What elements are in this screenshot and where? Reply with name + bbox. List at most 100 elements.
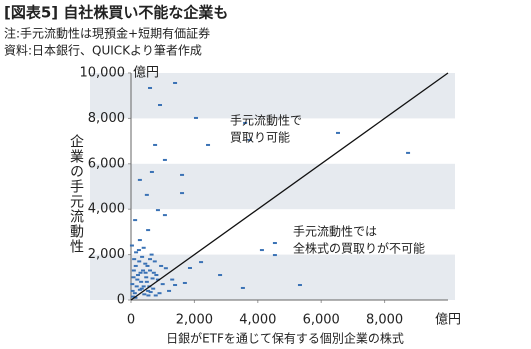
note: 注:手元流動性は現預金+短期有価証券 — [4, 26, 210, 41]
point — [133, 296, 138, 299]
point — [155, 278, 160, 281]
point — [243, 121, 248, 124]
point — [144, 280, 149, 283]
point — [148, 258, 153, 261]
point — [157, 292, 162, 295]
note: 資料:日本銀行、QUICKより筆者作成 — [4, 44, 202, 58]
point — [133, 219, 138, 222]
point — [154, 274, 159, 277]
point — [162, 214, 167, 217]
point — [138, 271, 143, 274]
point — [145, 264, 150, 267]
point — [297, 284, 302, 287]
point — [129, 244, 134, 247]
point — [155, 209, 160, 212]
point — [146, 229, 151, 232]
point — [160, 283, 165, 286]
x-tick-label: 0 — [127, 313, 135, 328]
point — [143, 262, 148, 265]
y-axis-label: 企業の手元流動性 — [68, 133, 84, 254]
point — [139, 287, 144, 290]
point — [149, 170, 154, 173]
point — [148, 291, 153, 294]
point — [135, 278, 140, 281]
point — [140, 255, 145, 258]
point — [132, 292, 137, 295]
y-tick-label: 0 — [117, 293, 125, 308]
point — [173, 81, 178, 84]
chart-title: [図表5] 自社株買い不能な企業も — [4, 4, 228, 22]
point — [148, 269, 153, 272]
point — [193, 116, 198, 119]
point — [180, 192, 185, 195]
point — [150, 277, 155, 280]
y-tick-label: 4,000 — [88, 202, 125, 217]
point — [144, 276, 149, 279]
point — [159, 264, 164, 267]
point — [180, 173, 185, 176]
reference-line — [130, 72, 449, 301]
point — [173, 284, 178, 287]
x-tick-label: 6,000 — [303, 313, 340, 328]
x-unit: 億円 — [435, 312, 461, 328]
point — [137, 239, 142, 242]
x-tick-label: 2,000 — [176, 313, 213, 328]
point — [141, 285, 146, 288]
x-tick-label: 8,000 — [366, 313, 403, 328]
point — [149, 253, 154, 256]
point — [131, 269, 136, 272]
point — [130, 295, 135, 298]
point — [153, 143, 158, 146]
point — [134, 251, 139, 254]
point — [141, 246, 146, 249]
point — [162, 158, 167, 161]
point — [133, 264, 138, 267]
y-tick-label: 2,000 — [88, 247, 125, 262]
point — [163, 267, 168, 270]
point — [146, 294, 151, 297]
point — [130, 283, 135, 286]
point — [137, 288, 142, 291]
point — [142, 293, 147, 296]
point — [151, 287, 156, 290]
point — [130, 289, 135, 292]
point — [144, 193, 149, 196]
point — [146, 289, 151, 292]
point — [218, 274, 223, 277]
point — [272, 242, 277, 245]
point — [141, 269, 146, 272]
annotation: 買取り可能 — [230, 131, 290, 145]
point — [135, 274, 140, 277]
y-tick-label: 10,000 — [80, 66, 126, 81]
point — [143, 271, 148, 274]
point — [259, 249, 264, 252]
point — [240, 286, 245, 289]
point — [206, 143, 211, 146]
point — [134, 285, 139, 288]
point — [137, 178, 142, 181]
point — [170, 278, 175, 281]
x-tick-label: 4,000 — [239, 313, 276, 328]
y-tick-label: 8,000 — [88, 111, 125, 126]
point — [131, 276, 136, 279]
point — [148, 86, 153, 89]
point — [199, 261, 204, 264]
x-axis-label: 日銀がETFを通じて保有する個別企業の株式 — [166, 331, 404, 346]
point — [132, 258, 137, 261]
y-tick-label: 6,000 — [88, 156, 125, 171]
point — [139, 280, 144, 283]
annotation: 手元流動性で — [230, 114, 302, 128]
point — [167, 289, 172, 292]
point — [158, 104, 163, 107]
point — [406, 151, 411, 154]
annotation: 手元流動性では — [293, 225, 377, 239]
point — [136, 249, 141, 252]
point — [187, 266, 192, 269]
point — [152, 260, 157, 263]
annotation: 全株式の買取りが不可能 — [293, 241, 425, 256]
point — [336, 131, 341, 134]
band — [90, 163, 455, 210]
point — [272, 254, 277, 257]
point — [137, 260, 142, 263]
